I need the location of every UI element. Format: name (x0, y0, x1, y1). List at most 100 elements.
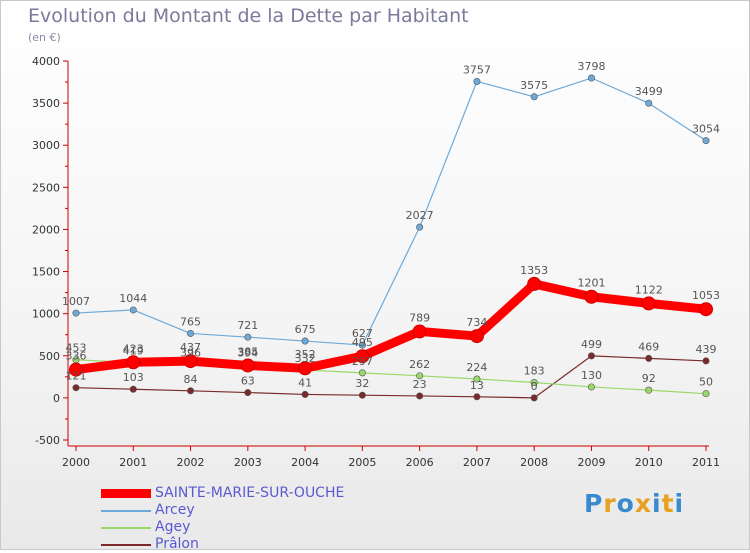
x-tick-label: 2007 (463, 456, 491, 469)
point-arcey (702, 137, 710, 145)
point-sainte (412, 324, 427, 339)
data-label-pralon: 499 (581, 338, 602, 351)
y-tick-label: 2000 (32, 223, 60, 236)
y-tick-label: 500 (39, 350, 60, 363)
point-agey (416, 372, 424, 380)
point-pralon (530, 394, 538, 402)
legend-label-pralon: Prâlon (155, 536, 199, 552)
data-label-pralon: 13 (470, 379, 484, 392)
point-pralon (416, 392, 424, 400)
data-label-arcey: 1007 (62, 295, 90, 308)
point-sainte (355, 349, 370, 364)
point-arcey (416, 223, 424, 231)
legend-swatch-agey (101, 527, 151, 529)
data-label-arcey: 3575 (520, 79, 548, 92)
data-label-pralon: 41 (298, 376, 312, 389)
data-label-sainte: 1122 (635, 283, 663, 296)
point-pralon (301, 390, 309, 398)
data-labels: 336 423 437 385 352 495 789 734 1353 1201 1122 1053… (62, 60, 720, 393)
data-label-agey: 183 (524, 364, 545, 377)
point-arcey (530, 93, 538, 101)
legend-swatch-sainte (101, 489, 151, 498)
data-label-sainte: 734 (466, 316, 487, 329)
logo-letter: i (652, 489, 662, 518)
point-arcey (645, 99, 653, 107)
chart-subtitle: (en €) (28, 31, 61, 44)
data-label-agey: 92 (642, 372, 656, 385)
data-label-arcey: 765 (180, 315, 201, 328)
data-label-sainte: 336 (66, 350, 87, 363)
y-tick-label: 0 (53, 392, 60, 405)
x-tick-label: 2011 (692, 456, 720, 469)
data-label-sainte: 1053 (692, 289, 720, 302)
point-arcey (301, 337, 309, 345)
data-label-agey: 224 (466, 361, 487, 374)
point-arcey (72, 309, 80, 317)
data-label-agey: 396 (180, 347, 201, 360)
logo-letter: t (661, 489, 675, 518)
point-agey (645, 386, 653, 394)
point-arcey (587, 74, 595, 82)
series-line-arcey (75, 77, 707, 346)
x-tick-label: 2006 (406, 456, 434, 469)
point-pralon (72, 384, 80, 392)
data-label-pralon: 84 (184, 373, 198, 386)
point-pralon (587, 352, 595, 360)
logo-letter: P (584, 489, 604, 518)
x-tick-label: 2000 (62, 456, 90, 469)
data-label-arcey: 675 (295, 323, 316, 336)
point-agey (530, 378, 538, 386)
data-label-pralon: 103 (123, 371, 144, 384)
data-label-sainte: 423 (123, 342, 144, 355)
data-label-agey: 419 (123, 345, 144, 358)
x-tick-label: 2009 (577, 456, 605, 469)
series-line-sainte (71, 279, 711, 375)
data-label-agey: 262 (409, 358, 430, 371)
data-label-pralon: 32 (355, 377, 369, 390)
point-pralon (645, 354, 653, 362)
point-sainte (584, 289, 599, 304)
point-agey (358, 369, 366, 377)
logo-letter: r (603, 489, 617, 518)
data-label-pralon: 439 (696, 343, 717, 356)
chart-title: Evolution du Montant de la Dette par Hab… (28, 5, 469, 27)
point-sainte (527, 276, 542, 291)
x-tick-label: 2004 (291, 456, 319, 469)
legend-label-arcey: Arcey (155, 502, 195, 518)
data-label-arcey: 627 (352, 327, 373, 340)
y-tick-label: 1500 (32, 266, 60, 279)
data-label-arcey: 1044 (119, 292, 147, 305)
point-pralon (244, 389, 252, 397)
logo-letter: x (634, 489, 652, 518)
point-sainte (298, 361, 313, 376)
point-pralon (187, 387, 195, 395)
data-label-sainte: 789 (409, 311, 430, 324)
point-sainte (69, 362, 83, 377)
series-layer (69, 74, 713, 402)
data-label-agey: 50 (699, 376, 713, 389)
point-sainte (699, 302, 713, 317)
series-line-pralon (75, 355, 707, 399)
proxiti-logo: Proxiti (584, 489, 684, 518)
y-tick-label: -500 (35, 434, 60, 447)
data-label-sainte: 495 (352, 336, 373, 349)
logo-letter: o (616, 489, 635, 518)
legend-label-sainte: SAINTE-MARIE-SUR-OUCHE (155, 485, 345, 501)
point-sainte (641, 296, 656, 311)
point-pralon (702, 357, 710, 365)
point-pralon (358, 391, 366, 399)
chart-axes: -500050010001500200025003000350040002000… (32, 55, 720, 469)
point-arcey (129, 306, 137, 314)
data-label-pralon: 0 (531, 380, 538, 393)
legend-swatch-pralon (101, 544, 151, 546)
x-tick-label: 2008 (520, 456, 548, 469)
y-tick-label: 3000 (32, 139, 60, 152)
point-arcey (358, 341, 366, 349)
data-label-arcey: 3757 (463, 63, 491, 76)
point-agey (587, 383, 595, 391)
x-tick-label: 2002 (177, 456, 205, 469)
data-label-arcey: 2027 (406, 209, 434, 222)
data-label-arcey: 3499 (635, 85, 663, 98)
point-sainte (240, 358, 255, 373)
